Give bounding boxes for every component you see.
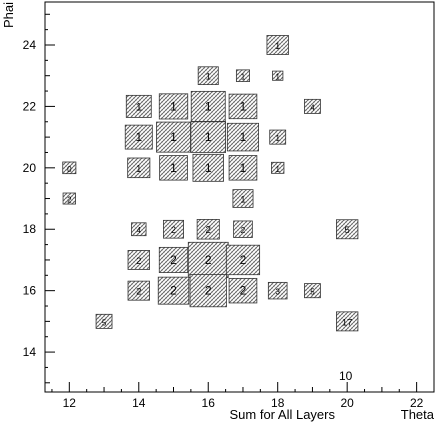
histogram-box [228,277,258,304]
box-value-label: 1 [136,101,142,113]
histogram-box [267,281,288,300]
histogram-box [336,219,359,240]
box-value-label: 4 [310,103,315,112]
histogram-box [197,66,219,86]
histogram-box [192,153,224,182]
box-value-label: 2 [241,225,246,235]
box-value-label: 17 [342,317,353,328]
box-value-label: 1 [170,130,177,144]
histogram-box [158,93,189,120]
box-value-label: 1 [240,161,247,175]
box-value-label: 1 [170,99,177,113]
histogram-box [235,69,250,82]
box-value-label: 1 [275,73,280,82]
x-axis-name: Theta [401,407,435,422]
y-tick-label: 24 [23,38,37,52]
histogram-box [271,161,285,174]
histogram-box [269,129,287,145]
box-value-label: 2 [136,256,141,267]
histogram-box [304,283,321,299]
histogram-box [266,35,289,55]
box-value-label: 5 [310,288,315,297]
histogram-boxes: 1 1 1 1 1 1 1 1 4 1 1 1 1 1 0 1 1 1 1 1 2 1 4 2 2 2 5 2 2 2 2 2 2 2 2 3 5 5 17 [62,35,359,332]
histogram-box [131,222,147,237]
histogram-box [158,246,189,273]
y-axis-title: Phai [1,2,16,28]
box-value-label: 2 [170,253,177,267]
histogram-box [127,250,150,270]
histogram-box [125,94,152,118]
histogram-box [124,124,153,150]
y-tick-label: 22 [23,99,37,113]
box-value-label: 2 [240,253,247,267]
box-value-label: 1 [206,72,211,82]
histogram-box [62,192,76,205]
x-tick-label: 22 [410,396,424,410]
box-value-label: 2 [205,284,212,298]
box-value-label: 2 [205,253,212,267]
box-value-label: 3 [275,287,280,297]
histogram-box [336,311,359,332]
box-value-label: 2 [136,287,141,298]
histogram-box [163,219,184,239]
y-tick-label: 20 [23,161,37,175]
histogram-box [233,220,253,238]
box-value-label: 5 [102,318,107,327]
box-value-label: 2 [206,225,211,236]
y-tick-label: 16 [23,284,37,298]
corner-label: 10 [339,369,353,383]
histogram-box [228,155,258,181]
x-tick-label: 20 [340,396,354,410]
box-value-label: 1 [135,130,142,144]
box-value-label: 0 [67,165,72,174]
box-value-label: 2 [67,196,72,205]
box-value-label: 1 [275,41,280,52]
histogram-box [228,93,258,120]
box-value-label: 1 [275,165,280,174]
box-value-label: 1 [205,99,212,113]
histogram-box [127,280,150,301]
box-value-label: 1 [240,99,247,113]
box-value-label: 1 [240,130,247,144]
histogram-box [304,98,321,114]
box-value-label: 2 [171,225,176,235]
x-tick-label: 16 [202,396,216,410]
histogram-box [189,274,227,308]
box-value-label: 1 [205,161,212,175]
box-value-label: 1 [241,73,246,82]
histogram-box [232,189,254,208]
histogram-box [127,157,151,179]
box-value-label: 2 [170,284,177,298]
x-axis-title: Sum for All Layers [230,407,336,422]
y-tick-label: 14 [23,345,37,359]
histogram-box [190,121,227,153]
box-value-label: 5 [345,225,350,236]
histogram-box [159,155,188,181]
histogram-box [190,90,226,122]
x-tick-label: 18 [271,396,285,410]
y-tick-label: 18 [23,222,37,236]
histogram-box [157,276,190,305]
x-tick-label: 14 [132,396,146,410]
histogram-box [225,244,261,276]
box-value-label: 1 [170,161,177,175]
box-value-label: 1 [275,134,280,143]
histogram-box [272,70,284,81]
box-value-label: 1 [136,164,141,175]
box-value-label: 1 [240,195,245,205]
box-value-label: 1 [205,130,212,144]
box-value-label: 2 [240,284,247,298]
x-tick-label: 12 [63,396,77,410]
histogram-box [62,161,77,175]
histogram-box [95,313,113,329]
box-value-label: 4 [137,226,142,235]
histogram-box [196,219,220,240]
histogram-box [156,121,191,153]
histogram-box [226,122,260,152]
